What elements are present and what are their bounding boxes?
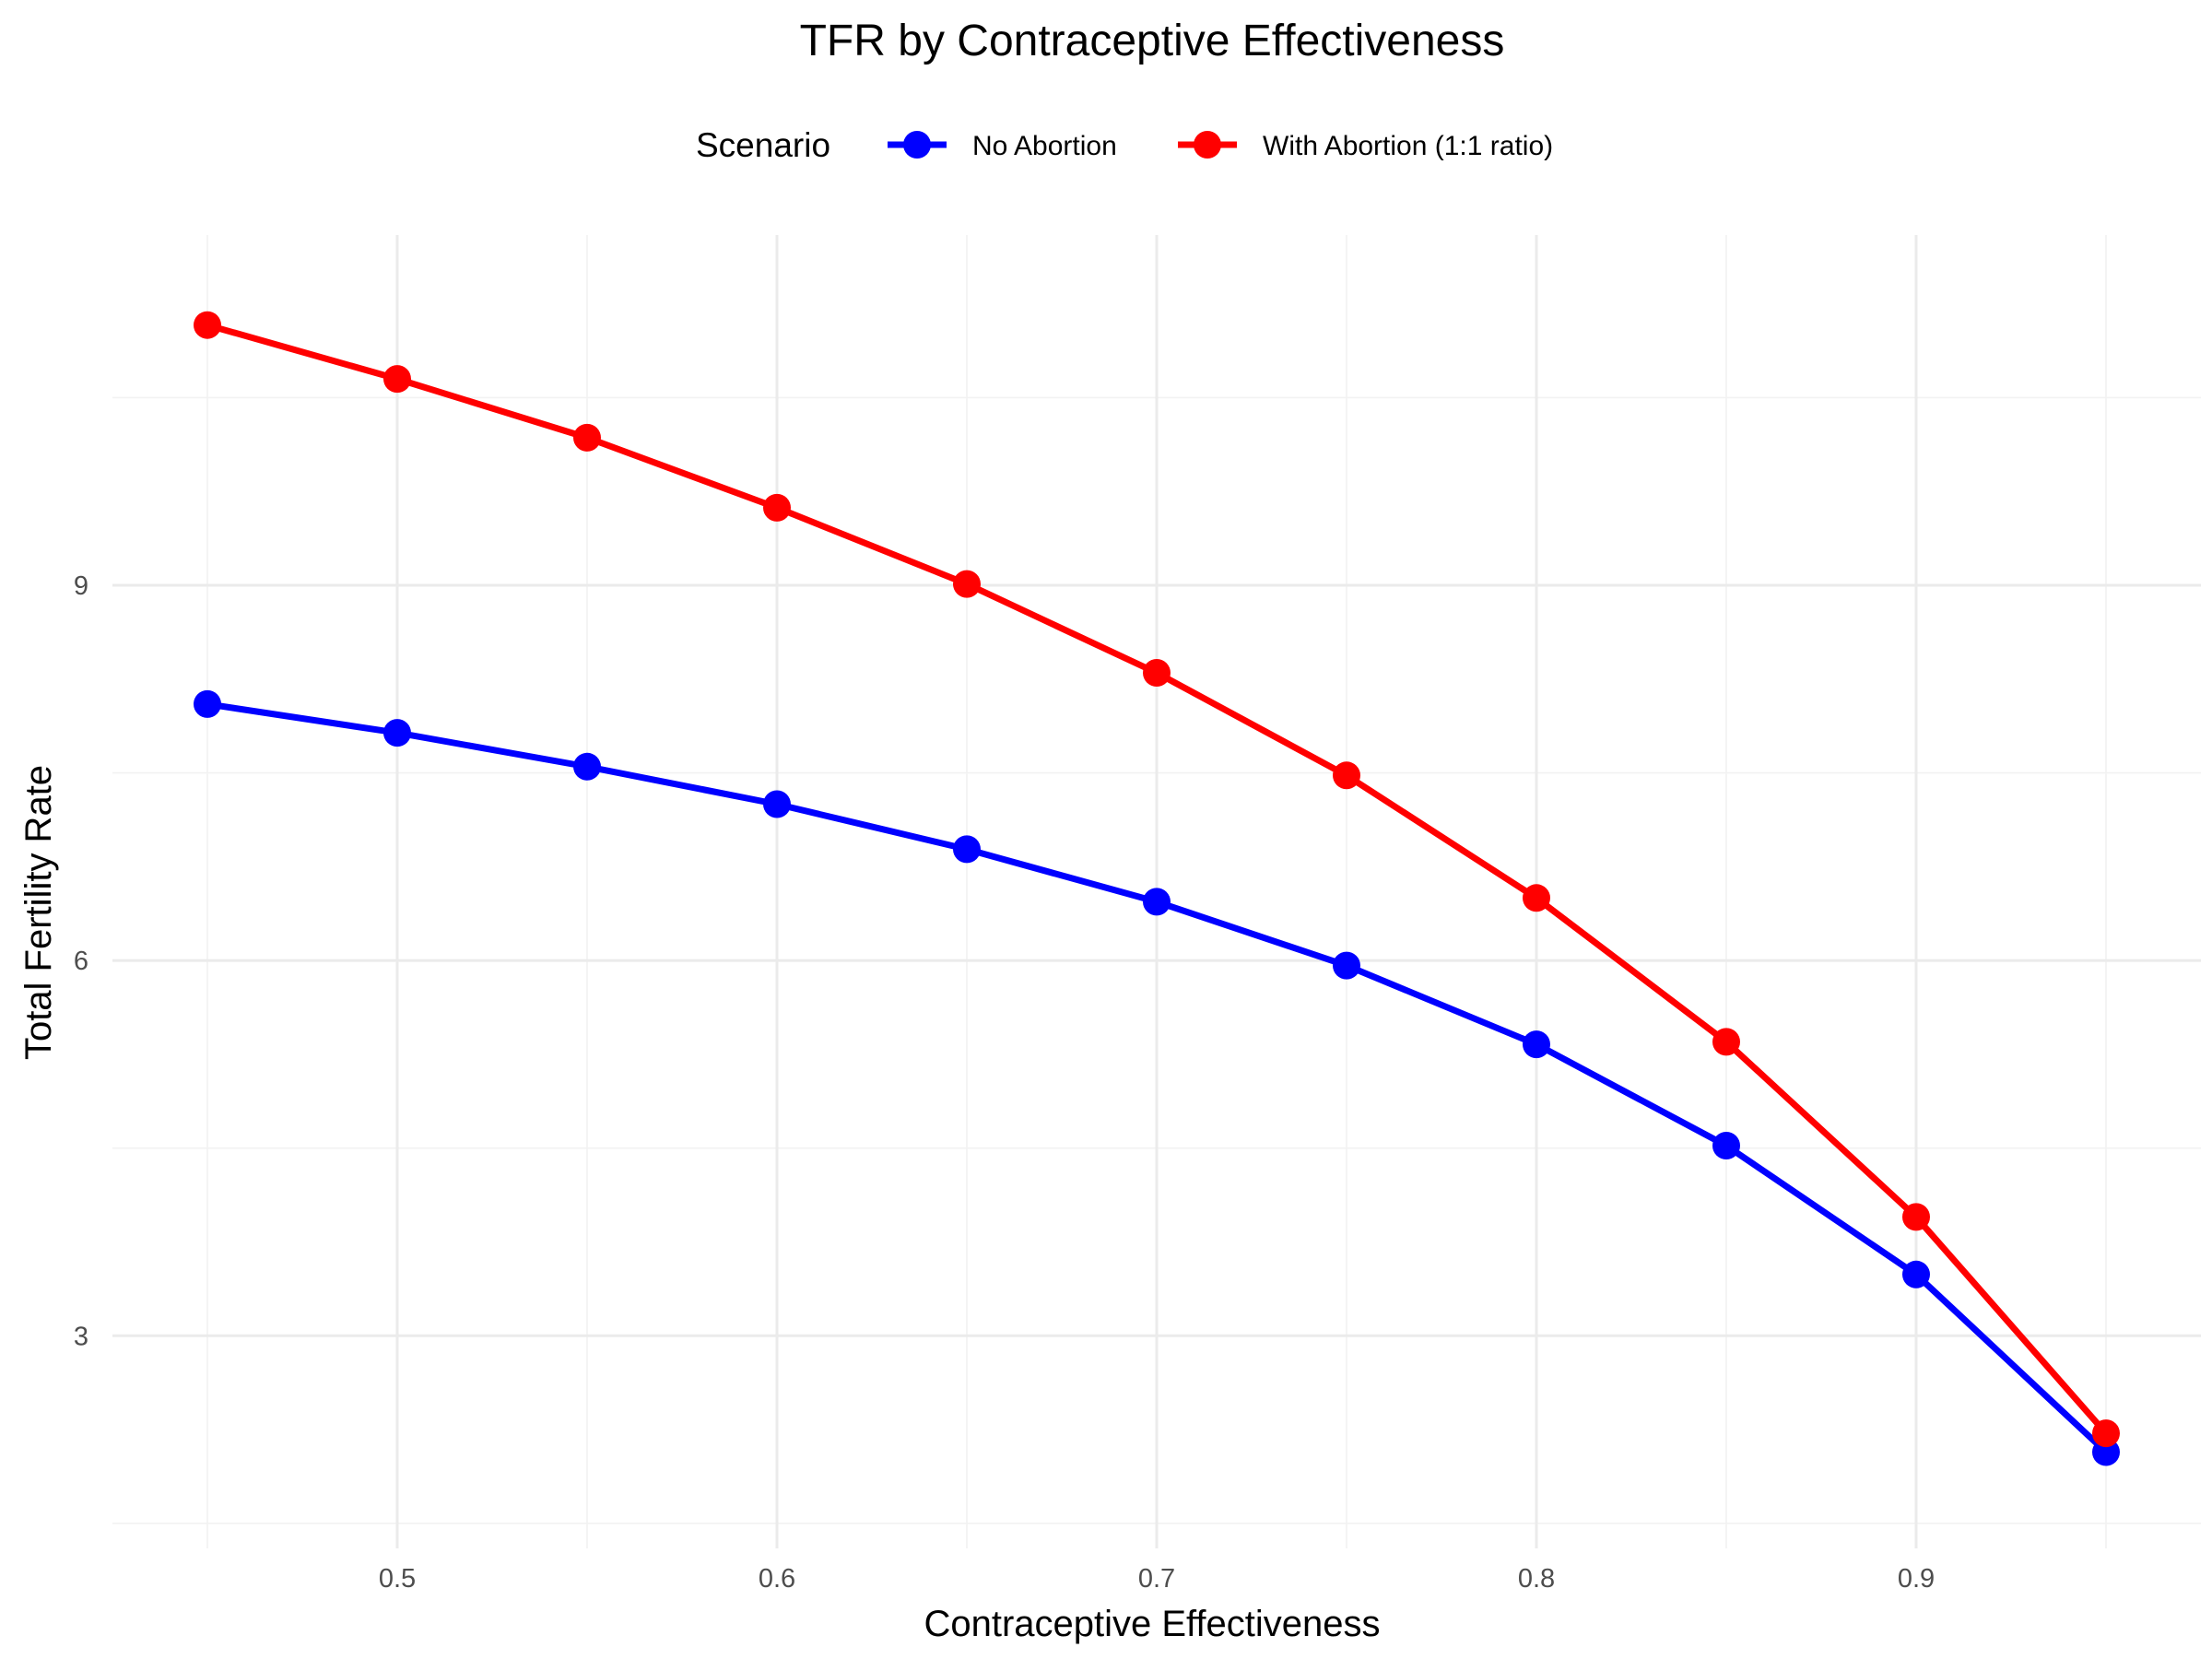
data-point-series-1 bbox=[953, 835, 981, 864]
data-point-series-2 bbox=[1902, 1203, 1930, 1231]
x-axis-title: Contraceptive Effectiveness bbox=[924, 1604, 1380, 1644]
data-point-series-2 bbox=[1333, 761, 1360, 790]
data-point-series-1 bbox=[194, 689, 221, 718]
legend-title: Scenario bbox=[696, 126, 830, 164]
data-point-series-2 bbox=[1143, 659, 1171, 687]
legend-key-point bbox=[1194, 131, 1221, 159]
y-tick-label: 9 bbox=[74, 571, 88, 601]
chart-title: TFR by Contraceptive Effectiveness bbox=[800, 17, 1505, 65]
data-point-series-2 bbox=[1523, 884, 1550, 912]
data-point-series-1 bbox=[1333, 951, 1360, 980]
data-point-series-2 bbox=[763, 493, 791, 522]
legend-item-2: With Abortion (1:1 ratio) bbox=[1178, 131, 1553, 161]
series-points bbox=[194, 311, 2120, 1466]
y-tick-label: 6 bbox=[74, 947, 88, 976]
major-gridlines bbox=[112, 235, 2201, 1548]
data-point-series-1 bbox=[1523, 1030, 1550, 1059]
legend-label: With Abortion (1:1 ratio) bbox=[1263, 131, 1553, 161]
x-tick-label: 0.6 bbox=[759, 1564, 795, 1594]
legend-item-1: No Abortion bbox=[888, 131, 1117, 161]
x-tick-label: 0.9 bbox=[1898, 1564, 1935, 1594]
y-axis-ticks: 3 6 9 bbox=[74, 571, 88, 1351]
legend-label: No Abortion bbox=[972, 131, 1117, 161]
legend-key-point bbox=[903, 131, 931, 159]
data-point-series-1 bbox=[1143, 888, 1171, 916]
data-point-series-1 bbox=[763, 790, 791, 818]
data-point-series-2 bbox=[953, 570, 981, 598]
data-point-series-2 bbox=[2092, 1419, 2120, 1448]
legend: Scenario No Abortion With Abortion (1:1 r… bbox=[696, 126, 1553, 164]
x-tick-label: 0.8 bbox=[1518, 1564, 1555, 1594]
x-tick-label: 0.7 bbox=[1138, 1564, 1175, 1594]
data-point-series-1 bbox=[573, 752, 601, 781]
data-point-series-2 bbox=[1712, 1028, 1740, 1056]
data-point-series-2 bbox=[194, 311, 221, 339]
data-point-series-2 bbox=[573, 423, 601, 452]
data-point-series-2 bbox=[383, 365, 411, 394]
y-axis-title: Total Fertility Rate bbox=[18, 765, 59, 1060]
x-tick-label: 0.5 bbox=[379, 1564, 416, 1594]
data-point-series-1 bbox=[383, 719, 411, 747]
x-axis-ticks: 0.5 0.6 0.7 0.8 0.9 bbox=[379, 1564, 1935, 1594]
y-tick-label: 3 bbox=[74, 1322, 88, 1351]
data-point-series-1 bbox=[1902, 1260, 1930, 1288]
data-point-series-1 bbox=[1712, 1132, 1740, 1159]
